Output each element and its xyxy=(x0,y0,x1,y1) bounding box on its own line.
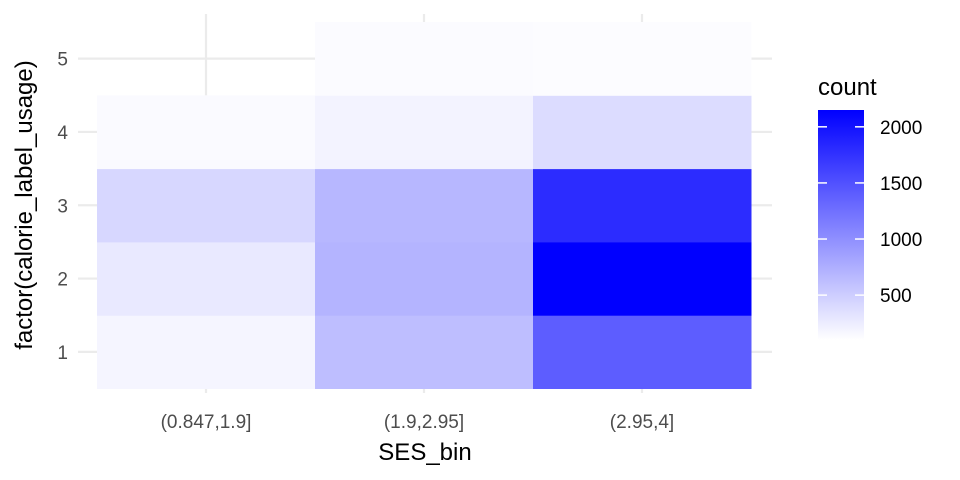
legend-tick-label: 500 xyxy=(880,286,912,307)
x-tick-label: (1.9,2.95] xyxy=(384,412,464,433)
y-axis-ticks: 1 2 3 4 5 xyxy=(57,50,68,364)
heatmap-tile xyxy=(315,95,534,170)
heatmap-tile xyxy=(533,168,752,243)
y-tick-label: 3 xyxy=(57,196,68,217)
heatmap-tile xyxy=(97,168,316,243)
y-axis-title: factor(calorie_label_usage) xyxy=(11,60,38,350)
x-tick-label: (2.95,4] xyxy=(610,412,674,433)
legend-tick-label: 2000 xyxy=(880,118,922,139)
y-tick-label: 4 xyxy=(57,123,68,144)
heatmap-tile xyxy=(97,241,316,316)
legend-colorbar xyxy=(818,110,864,340)
heatmap-tile xyxy=(533,241,752,316)
y-tick-label: 5 xyxy=(57,50,68,71)
x-tick-label: (0.847,1.9] xyxy=(161,412,252,433)
legend-tick-label: 1500 xyxy=(880,174,922,195)
heatmap-tile xyxy=(97,95,316,170)
legend-tick-label: 1000 xyxy=(880,230,922,251)
legend-ticks: 500 1000 1500 2000 xyxy=(818,118,922,307)
x-axis-title: SES_bin xyxy=(378,439,471,466)
legend: count 500 1000 1500 2000 xyxy=(818,74,922,340)
heatmap-tile xyxy=(533,95,752,170)
x-axis-ticks: (0.847,1.9] (1.9,2.95] (2.95,4] xyxy=(161,412,675,433)
heatmap-tile xyxy=(97,315,316,389)
heatmap-tile xyxy=(315,315,534,389)
heatmap-tile xyxy=(315,168,534,243)
heatmap-tile xyxy=(315,241,534,316)
y-tick-label: 2 xyxy=(57,270,68,291)
y-tick-label: 1 xyxy=(57,343,68,364)
heatmap-tile xyxy=(533,22,752,96)
heatmap-tile xyxy=(315,22,534,96)
legend-title: count xyxy=(818,74,877,101)
heatmap-tiles xyxy=(97,22,752,389)
heatmap-tile xyxy=(533,315,752,389)
